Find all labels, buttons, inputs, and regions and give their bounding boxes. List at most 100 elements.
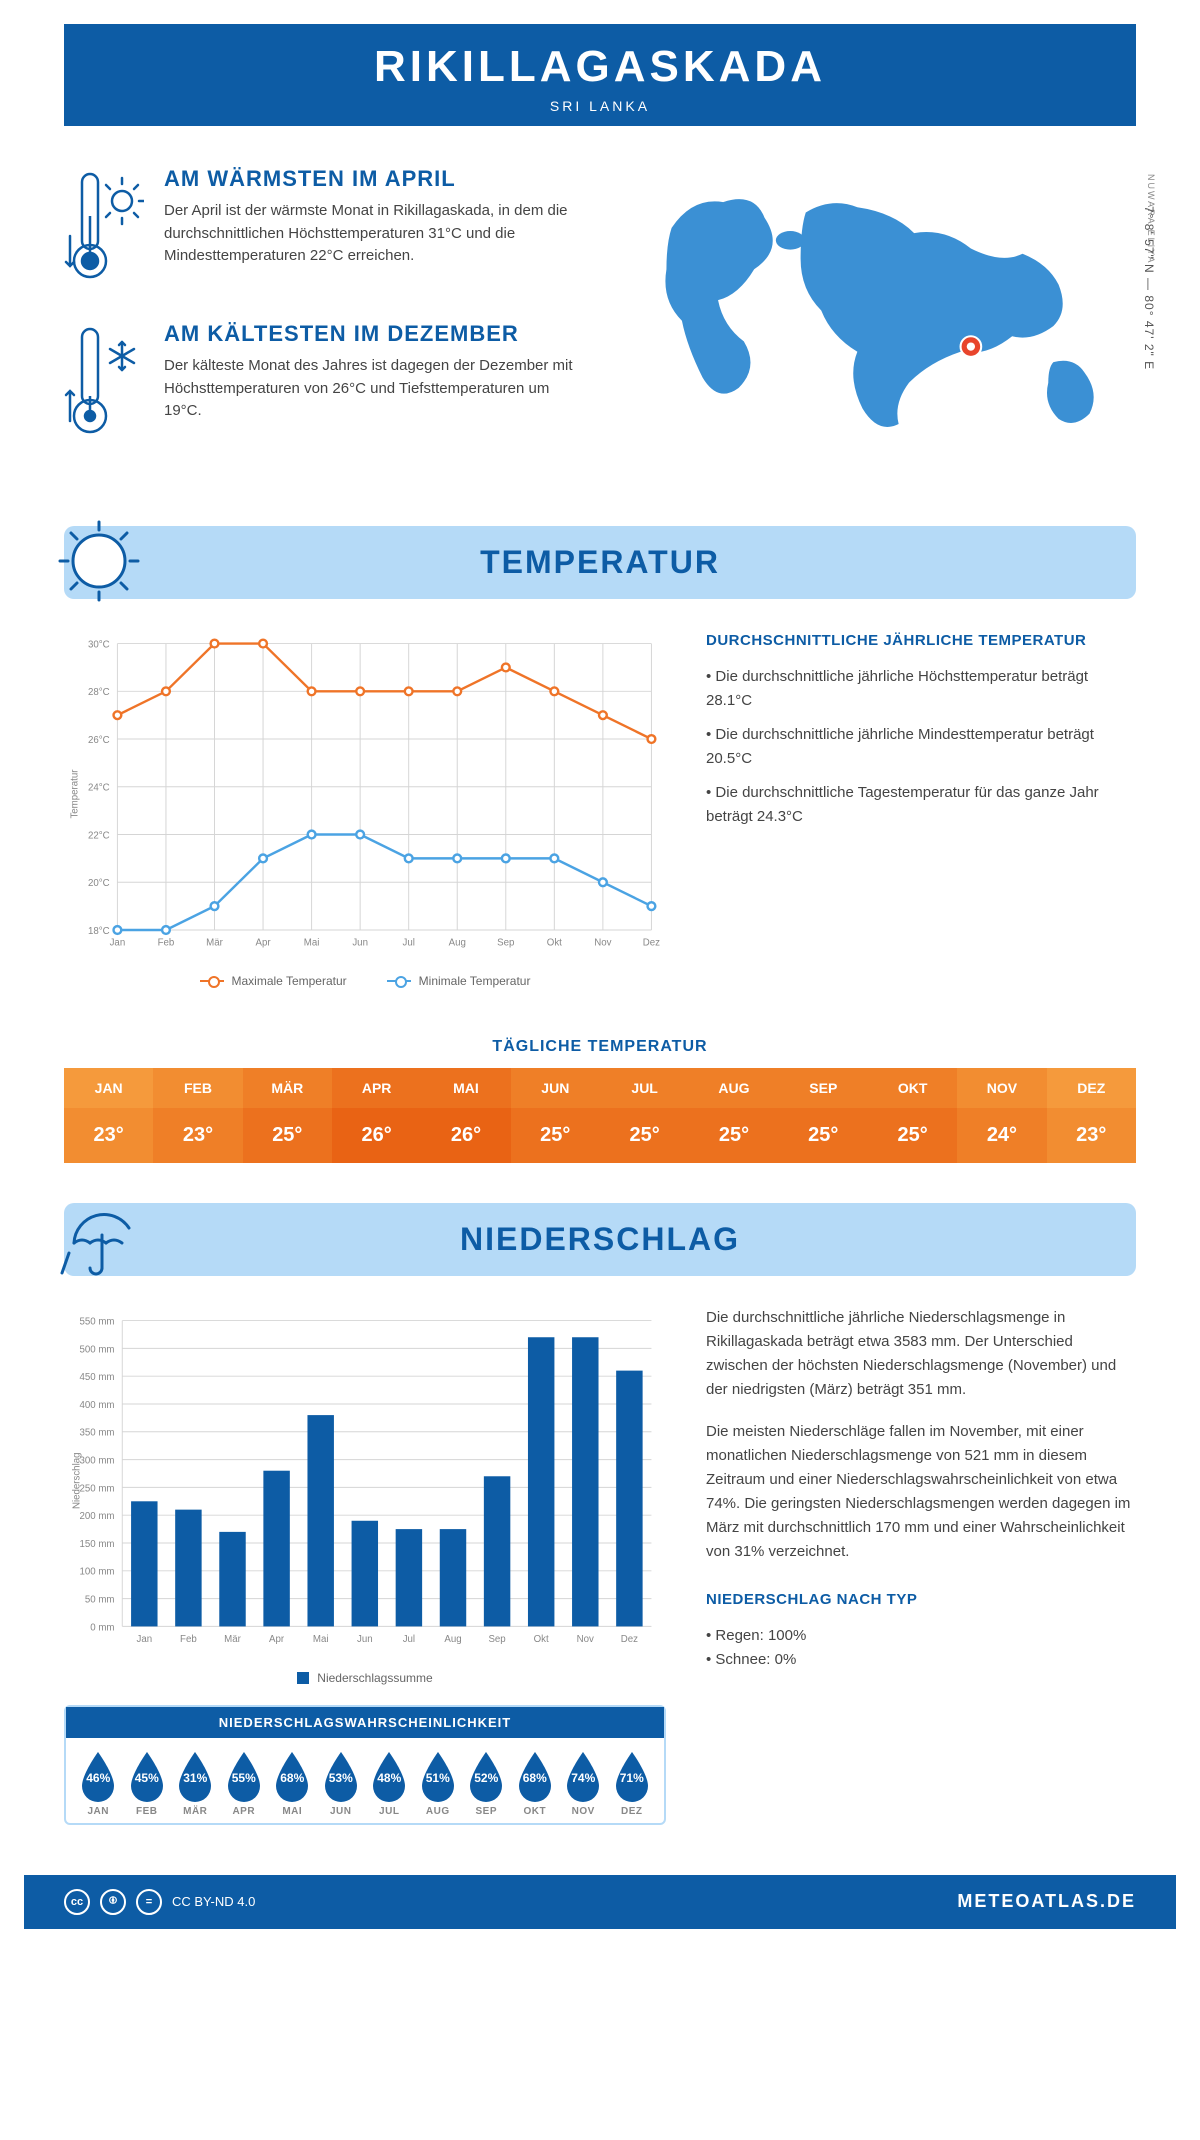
daily-month: JUL [600, 1068, 689, 1108]
legend-precip: Niederschlagssumme [317, 1671, 432, 1685]
intro-facts: AM WÄRMSTEN IM APRIL Der April ist der w… [64, 166, 580, 476]
legend-min: Minimale Temperatur [419, 974, 531, 988]
temperature-stats: DURCHSCHNITTLICHE JÄHRLICHE TEMPERATUR •… [706, 629, 1136, 988]
svg-text:Dez: Dez [643, 938, 660, 949]
raindrop-icon: 46% [77, 1750, 119, 1802]
probability-cell: 31% MÄR [171, 1750, 220, 1817]
daily-value: 25° [689, 1108, 778, 1163]
daily-col: MÄR25° [243, 1068, 332, 1163]
daily-month: NOV [957, 1068, 1046, 1108]
svg-text:Feb: Feb [158, 938, 175, 949]
daily-value: 25° [779, 1108, 868, 1163]
daily-col: APR26° [332, 1068, 421, 1163]
header-wrap: RIKILLAGASKADA SRI LANKA [24, 24, 1176, 126]
daily-month: APR [332, 1068, 421, 1108]
temperature-heading: TEMPERATUR [64, 544, 1136, 581]
probability-month: MÄR [171, 1806, 220, 1817]
probability-cell: 68% OKT [511, 1750, 560, 1817]
probability-month: FEB [123, 1806, 172, 1817]
svg-text:Sep: Sep [488, 1634, 505, 1645]
daily-month: FEB [153, 1068, 242, 1108]
daily-month: MAI [421, 1068, 510, 1108]
temperature-chart: 18°C20°C22°C24°C26°C28°C30°CJanFebMärApr… [64, 629, 666, 988]
svg-text:22°C: 22°C [88, 830, 110, 841]
nd-icon: = [136, 1889, 162, 1915]
precip-type-rain: • Regen: 100% [706, 1624, 1136, 1648]
svg-text:26°C: 26°C [88, 735, 110, 746]
fact-warmest: AM WÄRMSTEN IM APRIL Der April ist der w… [64, 166, 580, 291]
umbrella-icon [54, 1193, 144, 1283]
coordinates: 7° 8' 57" N — 80° 47' 2" E [1142, 206, 1156, 370]
probability-cell: 68%MAI [268, 1750, 317, 1817]
svg-text:Jul: Jul [402, 938, 414, 949]
svg-text:18°C: 18°C [88, 926, 110, 937]
daily-value: 26° [332, 1108, 421, 1163]
footer: cc 🅯 = CC BY-ND 4.0 METEOATLAS.DE [24, 1875, 1176, 1929]
probability-cell: 52%SEP [462, 1750, 511, 1817]
precip-type-snow: • Schnee: 0% [706, 1648, 1136, 1672]
raindrop-icon: 74% [562, 1750, 604, 1802]
daily-value: 24° [957, 1108, 1046, 1163]
probability-month: OKT [511, 1806, 560, 1817]
precipitation-legend: Niederschlagssumme [64, 1671, 666, 1685]
svg-text:Apr: Apr [256, 938, 272, 949]
thermometer-snow-icon [64, 321, 144, 446]
sun-icon [54, 516, 144, 606]
svg-text:Mär: Mär [224, 1634, 241, 1645]
daily-col: MAI26° [421, 1068, 510, 1163]
svg-text:Nov: Nov [594, 938, 611, 949]
svg-text:550 mm: 550 mm [79, 1317, 114, 1328]
daily-value: 23° [64, 1108, 153, 1163]
probability-cell: 48%JUL [365, 1750, 414, 1817]
svg-text:500 mm: 500 mm [79, 1344, 114, 1355]
precipitation-content: 0 mm50 mm100 mm150 mm200 mm250 mm300 mm3… [24, 1276, 1176, 1855]
probability-month: APR [220, 1806, 269, 1817]
daily-value: 25° [600, 1108, 689, 1163]
temp-bullet-2: • Die durchschnittliche jährliche Mindes… [706, 723, 1136, 771]
svg-text:28°C: 28°C [88, 687, 110, 698]
temp-bullet-3: • Die durchschnittliche Tagestemperatur … [706, 781, 1136, 829]
daily-value: 25° [868, 1108, 957, 1163]
daily-value: 26° [421, 1108, 510, 1163]
raindrop-icon: 71% [611, 1750, 653, 1802]
probability-month: JUN [317, 1806, 366, 1817]
temperature-section-head: TEMPERATUR [64, 526, 1136, 599]
daily-value: 23° [1047, 1108, 1136, 1163]
svg-text:Jan: Jan [136, 1634, 152, 1645]
temperature-content: 18°C20°C22°C24°C26°C28°C30°CJanFebMärApr… [24, 599, 1176, 1018]
svg-text:20°C: 20°C [88, 878, 110, 889]
precipitation-stats: Die durchschnittliche jährliche Niedersc… [706, 1306, 1136, 1825]
daily-col: NOV24° [957, 1068, 1046, 1163]
svg-text:Nov: Nov [577, 1634, 594, 1645]
svg-text:Jul: Jul [403, 1634, 415, 1645]
svg-text:Feb: Feb [180, 1634, 197, 1645]
daily-month: SEP [779, 1068, 868, 1108]
probability-month: NOV [559, 1806, 608, 1817]
precip-type-title: NIEDERSCHLAG NACH TYP [706, 1588, 1136, 1612]
svg-text:300 mm: 300 mm [79, 1456, 114, 1467]
daily-month: JUN [511, 1068, 600, 1108]
fact-warm-title: AM WÄRMSTEN IM APRIL [164, 166, 580, 192]
probability-cell: 46%JAN [74, 1750, 123, 1817]
daily-col: JUN25° [511, 1068, 600, 1163]
daily-col: FEB23° [153, 1068, 242, 1163]
precip-para-1: Die durchschnittliche jährliche Niedersc… [706, 1306, 1136, 1402]
svg-text:350 mm: 350 mm [79, 1428, 114, 1439]
svg-text:Aug: Aug [444, 1634, 461, 1645]
svg-text:Temperatur: Temperatur [70, 769, 81, 819]
probability-cell: 53%JUN [317, 1750, 366, 1817]
precipitation-section-head: NIEDERSCHLAG [64, 1203, 1136, 1276]
raindrop-icon: 52% [465, 1750, 507, 1802]
svg-text:450 mm: 450 mm [79, 1372, 114, 1383]
svg-text:Jun: Jun [352, 938, 368, 949]
daily-col: DEZ23° [1047, 1068, 1136, 1163]
raindrop-icon: 31% [174, 1750, 216, 1802]
fact-cold-text: Der kälteste Monat des Jahres ist dagege… [164, 355, 580, 423]
probability-cell: 45%FEB [123, 1750, 172, 1817]
daily-col: JAN23° [64, 1068, 153, 1163]
daily-col: JUL25° [600, 1068, 689, 1163]
daily-temp-table: JAN23°FEB23°MÄR25°APR26°MAI26°JUN25°JUL2… [64, 1068, 1136, 1163]
raindrop-icon: 68% [514, 1750, 556, 1802]
temp-bullet-1: • Die durchschnittliche jährliche Höchst… [706, 665, 1136, 713]
svg-text:Niederschlag: Niederschlag [72, 1453, 83, 1510]
